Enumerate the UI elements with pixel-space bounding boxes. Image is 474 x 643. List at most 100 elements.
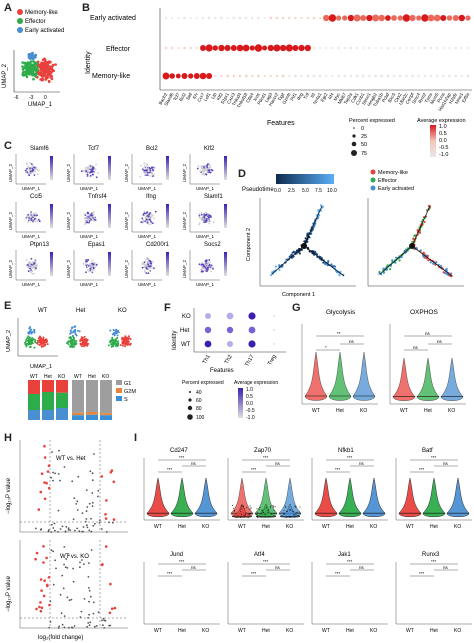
- umap-point: [27, 53, 31, 56]
- e-stacked-bar: [86, 414, 98, 420]
- c-point: [28, 169, 30, 172]
- h-gene-point: [103, 627, 106, 629]
- violin-dot: [241, 507, 243, 509]
- b-gene-label: Slamf6: [163, 92, 175, 107]
- b-dot: [183, 46, 186, 50]
- c-gene-title: Slamf6: [30, 146, 49, 152]
- b-gene-label: Pcna: [436, 92, 446, 104]
- c-point: [143, 166, 146, 169]
- c-point: [87, 214, 90, 217]
- g-xlabel: KO: [448, 408, 455, 414]
- h-gene-point: [59, 593, 62, 596]
- c-point: [211, 169, 214, 172]
- h-gene-point: [48, 603, 51, 607]
- f-row-ko: KO: [182, 314, 191, 320]
- violin-dot: [255, 513, 257, 515]
- c-point: [205, 259, 208, 261]
- b-dot: [416, 15, 422, 21]
- b-dot: [318, 74, 322, 78]
- b-dot: [273, 44, 281, 52]
- c-point: [150, 172, 153, 175]
- b-color-m1: -1.0: [439, 152, 448, 158]
- c-point: [147, 266, 150, 269]
- d-cell-point: [389, 268, 392, 271]
- e-umap-point: [38, 340, 41, 343]
- e-umap-point: [71, 341, 74, 344]
- c-point: [36, 173, 39, 175]
- h-gene-point: [63, 466, 66, 468]
- c-point: [32, 169, 35, 171]
- c-point: [145, 166, 148, 169]
- h-gene-point: [82, 530, 84, 533]
- violin-dot: [298, 511, 300, 513]
- f-col-05: 0.5: [246, 394, 253, 400]
- c-point: [206, 266, 209, 269]
- c-point: [25, 264, 28, 267]
- h-gene-point: [90, 549, 93, 551]
- umap-point: [28, 56, 32, 60]
- a-xtick-1: -6: [14, 95, 19, 101]
- e-umap-point: [29, 346, 31, 349]
- b-gene-label: Mcm5: [429, 92, 440, 106]
- c-point: [203, 171, 205, 173]
- c-point: [95, 263, 98, 266]
- e-umap-point: [128, 337, 130, 340]
- c-point: [28, 261, 31, 263]
- b-dot: [460, 74, 464, 78]
- violin-dot: [261, 513, 263, 515]
- c-point: [141, 217, 144, 220]
- h-gene-point: [90, 530, 93, 533]
- c-point: [34, 212, 37, 214]
- f-col-label: Th1: [202, 354, 212, 365]
- e-umap-point: [71, 334, 74, 337]
- b-dot: [236, 44, 244, 52]
- c-point: [207, 261, 210, 264]
- b-dot: [465, 15, 471, 21]
- h-gene-point: [112, 518, 116, 521]
- h-gene-point: [54, 529, 56, 532]
- c-point: [209, 166, 212, 169]
- b-dot: [446, 15, 453, 21]
- e-umap-point: [29, 326, 32, 328]
- b-dot: [298, 44, 305, 52]
- c-point: [34, 214, 36, 217]
- e-umap-point: [121, 344, 124, 347]
- b-dot: [214, 16, 217, 20]
- h-gene-point: [42, 561, 45, 564]
- c-point: [31, 167, 34, 170]
- c-point: [196, 167, 199, 170]
- d-cell-point: [398, 259, 401, 262]
- e-umap-point: [121, 342, 124, 345]
- b-dot: [342, 15, 348, 21]
- c-point: [204, 260, 207, 263]
- c-point: [31, 267, 33, 270]
- e-umap-point: [25, 338, 28, 341]
- f-row-het: Het: [180, 328, 190, 334]
- b-dot: [411, 46, 414, 50]
- b-dot: [242, 44, 250, 52]
- f-size-title: Percent expressed: [182, 380, 224, 386]
- sig-label: ns: [437, 339, 443, 344]
- umap-point: [54, 63, 57, 66]
- b-dot: [448, 46, 451, 50]
- e-stacked-bar: [72, 415, 84, 420]
- b-dot: [238, 74, 242, 78]
- b-dot: [249, 45, 255, 51]
- c-point: [205, 217, 208, 220]
- i-xlabel: WT: [406, 524, 414, 530]
- e-umap-point: [25, 344, 28, 346]
- h-gene-point: [40, 528, 43, 530]
- b-dot: [361, 74, 365, 78]
- c-point: [147, 261, 150, 264]
- c-point: [148, 265, 151, 268]
- c-point: [91, 261, 93, 263]
- e-umap-point: [44, 343, 47, 346]
- h-gene-point: [45, 481, 48, 485]
- violin-dot: [250, 513, 252, 515]
- umap-point: [28, 71, 32, 74]
- sig-label: ns: [349, 339, 355, 344]
- c-point: [204, 169, 207, 172]
- c-point: [208, 164, 211, 166]
- i-xlabel: KO: [454, 628, 461, 634]
